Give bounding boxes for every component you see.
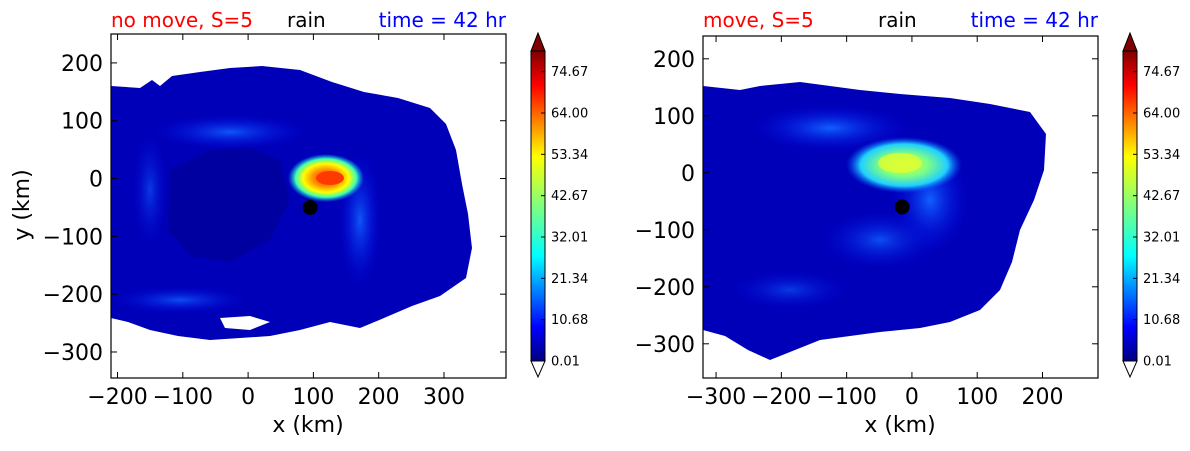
title-right-time: time = 42 hr xyxy=(971,8,1099,32)
x-tick-label: 300 xyxy=(423,385,465,410)
y-tick-label: −200 xyxy=(43,283,103,308)
y-tick-label: 200 xyxy=(653,48,695,73)
rain-core-left-max xyxy=(316,171,344,185)
x-tick-label: −200 xyxy=(87,385,147,410)
colorbar-right: 0.01 10.68 21.34 32.01 42.67 53.34 64.00 74.67 xyxy=(1122,31,1180,379)
title-left-time: time = 42 hr xyxy=(379,8,507,32)
x-tick-label: −200 xyxy=(751,385,811,410)
storm-center-marker-right xyxy=(894,199,910,215)
rain-band-right-4 xyxy=(730,270,850,310)
colorbar-left-min-extend xyxy=(530,360,546,379)
title-left-condition: no move, S=5 xyxy=(111,8,253,32)
y-tick-label: −300 xyxy=(635,333,695,358)
axes-frame-right xyxy=(702,35,1099,379)
colorbar-tick-label: 32.01 xyxy=(1143,230,1180,245)
y-tick-label: 0 xyxy=(681,162,695,187)
colorbar-tick-label: 42.67 xyxy=(1143,189,1180,204)
xlabel-left: x (km) xyxy=(272,413,343,438)
rain-field-left xyxy=(111,66,472,340)
colorbar-tick-label: 74.67 xyxy=(551,65,588,80)
storm-center-marker-left xyxy=(302,199,318,215)
x-tick-label: −300 xyxy=(686,385,746,410)
rain-band-right-1 xyxy=(750,104,910,152)
xlabel-right: x (km) xyxy=(864,413,935,438)
colorbar-left-body xyxy=(531,51,545,361)
y-tick-label: 200 xyxy=(61,52,103,77)
colorbar-left-ticks: 0.01 10.68 21.34 32.01 42.67 53.34 64.00 74.67 xyxy=(541,65,588,370)
rain-core-right-max xyxy=(878,153,922,173)
colorbar-tick-label: 42.67 xyxy=(551,189,588,204)
colorbar-tick-label: 10.68 xyxy=(551,313,588,328)
x-tick-label: −100 xyxy=(816,385,876,410)
colorbar-tick-label: 74.67 xyxy=(1143,65,1180,80)
y-tick-label: 100 xyxy=(653,105,695,130)
rain-band-left-1 xyxy=(150,114,310,150)
colorbar-right-max-extend xyxy=(1122,31,1138,52)
colorbar-tick-label: 64.00 xyxy=(551,107,588,122)
y-tick-label: 0 xyxy=(89,168,103,193)
rain-band-left-3 xyxy=(111,286,250,314)
title-right-condition: move, S=5 xyxy=(703,8,814,32)
rain-band-left-4 xyxy=(132,130,168,250)
y-tick-label: −200 xyxy=(635,276,695,301)
x-tick-label: 100 xyxy=(292,385,334,410)
colorbar-tick-label: 32.01 xyxy=(551,230,588,245)
colorbar-tick-label: 0.01 xyxy=(551,355,580,370)
colorbar-right-min-extend xyxy=(1122,360,1138,379)
colorbar-left-max-extend xyxy=(530,31,546,52)
colorbar-tick-label: 21.34 xyxy=(551,272,588,287)
colorbar-tick-label: 21.34 xyxy=(1143,272,1180,287)
x-tick-label: 200 xyxy=(1022,385,1064,410)
x-tick-label: −100 xyxy=(153,385,213,410)
colorbar-left: 0.01 10.68 21.34 32.01 42.67 53.34 64.00 74.67 xyxy=(530,31,588,379)
colorbar-right-ticks: 0.01 10.68 21.34 32.01 42.67 53.34 64.00 74.67 xyxy=(1133,65,1180,370)
colorbar-tick-label: 64.00 xyxy=(1143,107,1180,122)
y-tick-label: −100 xyxy=(43,225,103,250)
y-tick-label: −100 xyxy=(635,219,695,244)
rain-inner-hole-left xyxy=(168,148,290,262)
colorbar-tick-label: 0.01 xyxy=(1143,355,1172,370)
y-tick-label: −300 xyxy=(43,341,103,366)
colorbar-tick-label: 10.68 xyxy=(1143,313,1180,328)
x-tick-label: 0 xyxy=(905,385,919,410)
ylabel-left: y (km) xyxy=(10,169,35,240)
x-tick-label: 100 xyxy=(956,385,998,410)
x-tick-label: 200 xyxy=(358,385,400,410)
axes-frame-left xyxy=(110,33,507,379)
title-right-variable: rain xyxy=(878,8,917,32)
colorbar-right-body xyxy=(1123,51,1137,361)
colorbar-tick-label: 53.34 xyxy=(1143,148,1180,163)
rain-band-right-3 xyxy=(820,210,940,270)
y-tick-label: 100 xyxy=(61,110,103,135)
rain-gap-left xyxy=(220,316,270,330)
rain-field-right xyxy=(703,82,1046,360)
title-left-variable: rain xyxy=(287,8,326,32)
x-tick-label: 0 xyxy=(241,385,255,410)
colorbar-tick-label: 53.34 xyxy=(551,148,588,163)
